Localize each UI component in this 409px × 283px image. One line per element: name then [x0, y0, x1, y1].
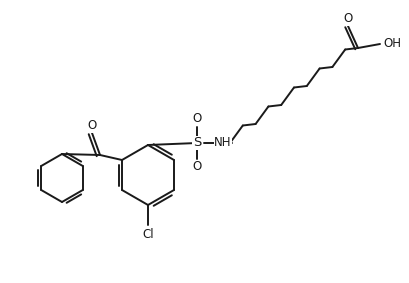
Text: Cl: Cl	[142, 228, 153, 241]
Text: OH: OH	[382, 38, 400, 50]
Text: NH: NH	[214, 136, 231, 149]
Text: O: O	[343, 12, 352, 25]
Text: O: O	[87, 119, 97, 132]
Text: O: O	[192, 113, 201, 125]
Text: S: S	[192, 136, 201, 149]
Text: O: O	[192, 160, 201, 173]
